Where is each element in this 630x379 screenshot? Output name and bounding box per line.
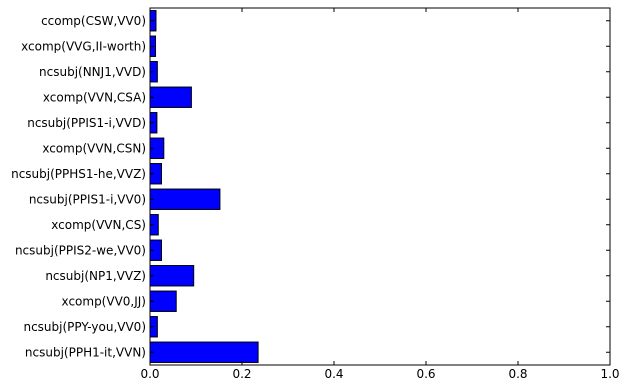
bar xyxy=(149,86,192,108)
x-tick-label: 0.0 xyxy=(140,367,159,379)
plot-frame xyxy=(149,7,611,366)
x-tick-label: 1.0 xyxy=(600,367,619,379)
bar xyxy=(149,188,221,210)
bar xyxy=(149,341,259,363)
category-label: xcomp(VVN,CS) xyxy=(51,218,146,232)
category-label: ncsubj(PPH1-it,VVN) xyxy=(25,345,146,359)
axis-ticks xyxy=(149,8,611,365)
bars-group xyxy=(149,10,259,363)
category-label: ncsubj(PPIS2-we,VV0) xyxy=(15,243,146,257)
category-label: ncsubj(PPY-you,VV0) xyxy=(23,320,146,334)
x-tick-label: 0.8 xyxy=(508,367,527,379)
category-label: ncsubj(PPIS1-i,VV0) xyxy=(29,192,146,206)
category-label: xcomp(VVN,CSA) xyxy=(43,90,146,104)
category-labels: ccomp(CSW,VV0) xcomp(VVG,II-worth) ncsubj(… xyxy=(11,14,146,360)
category-label: ncsubj(PPIS1-i,VVD) xyxy=(27,116,146,130)
category-label: xcomp(VVG,II-worth) xyxy=(21,39,146,53)
x-tick-label: 0.6 xyxy=(416,367,435,379)
category-label: xcomp(VV0,JJ) xyxy=(62,294,146,308)
x-tick-label: 0.2 xyxy=(232,367,251,379)
category-label: xcomp(VVN,CSN) xyxy=(42,141,146,155)
bar xyxy=(149,265,195,287)
category-label: ncsubj(NP1,VVZ) xyxy=(45,269,146,283)
category-label: ncsubj(NNJ1,VVD) xyxy=(39,65,146,79)
category-label: ccomp(CSW,VV0) xyxy=(41,14,146,28)
x-tick-label: 0.4 xyxy=(324,367,343,379)
x-tick-labels: 0.0 0.2 0.4 0.6 0.8 1.0 xyxy=(140,367,619,379)
category-label: ncsubj(PPHS1-he,VVZ) xyxy=(11,167,146,181)
